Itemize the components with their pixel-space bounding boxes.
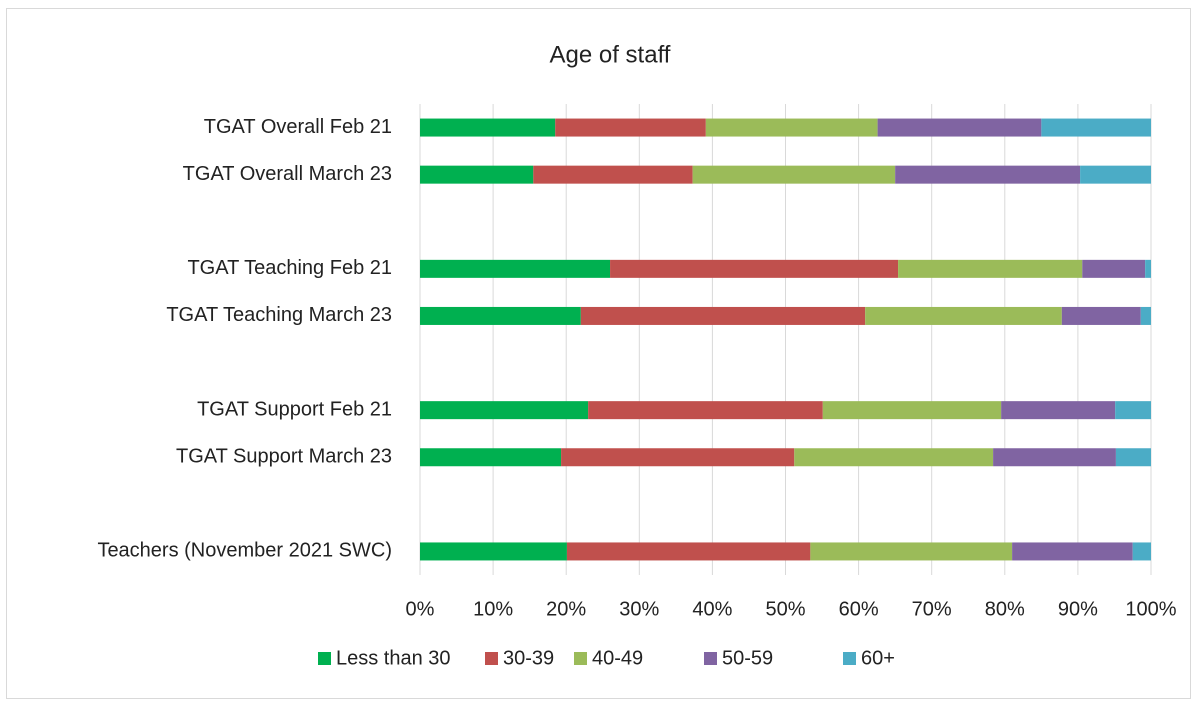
- bar-segment: [420, 401, 589, 420]
- bar-segment: [1115, 401, 1151, 420]
- y-tick-label: TGAT Overall March 23: [183, 163, 392, 185]
- chart-title: Age of staff: [550, 41, 671, 68]
- legend-label: 30-39: [503, 647, 554, 669]
- bar-segment: [561, 448, 795, 467]
- bar-segment: [1041, 118, 1151, 137]
- bar-segment: [895, 165, 1081, 184]
- bar-segment: [1145, 259, 1151, 278]
- x-tick-label: 10%: [473, 598, 513, 620]
- x-tick-label: 50%: [765, 598, 805, 620]
- legend-swatch: [318, 652, 331, 665]
- legend-label: 40-49: [592, 647, 643, 669]
- bar-segment: [420, 542, 567, 561]
- legend-label: Less than 30: [336, 647, 451, 669]
- x-tick-label: 100%: [1125, 598, 1176, 620]
- y-tick-label: TGAT Teaching March 23: [166, 304, 392, 326]
- x-tick-label: 80%: [985, 598, 1025, 620]
- bar-segment: [420, 118, 556, 137]
- x-tick-label: 70%: [912, 598, 952, 620]
- bar-segment: [865, 306, 1062, 325]
- bar-segment: [610, 259, 899, 278]
- chart-border: [6, 8, 1191, 699]
- bar-segment: [1012, 542, 1133, 561]
- bar-segment: [1140, 306, 1151, 325]
- bar-segment: [420, 448, 562, 467]
- bar-segment: [822, 401, 1002, 420]
- legend-swatch: [704, 652, 717, 665]
- legend-swatch: [574, 652, 587, 665]
- bar-segment: [420, 306, 581, 325]
- legend-swatch: [843, 652, 856, 665]
- legend-label: 60+: [861, 647, 895, 669]
- x-tick-label: 30%: [619, 598, 659, 620]
- bar-segment: [580, 306, 866, 325]
- y-tick-label: TGAT Support Feb 21: [197, 398, 392, 420]
- bar-segment: [566, 542, 811, 561]
- bar-segment: [420, 165, 534, 184]
- bar-segment: [1080, 165, 1151, 184]
- bar-segment: [1115, 448, 1151, 467]
- x-tick-label: 60%: [839, 598, 879, 620]
- bar-segment: [810, 542, 1013, 561]
- bar-segment: [877, 118, 1042, 137]
- bar-segment: [533, 165, 693, 184]
- bar-segment: [993, 448, 1116, 467]
- x-tick-label: 40%: [692, 598, 732, 620]
- bar-segment: [794, 448, 994, 467]
- bar-segment: [705, 118, 878, 137]
- y-tick-label: TGAT Teaching Feb 21: [187, 257, 392, 279]
- x-tick-label: 20%: [546, 598, 586, 620]
- y-tick-label: Teachers (November 2021 SWC): [97, 540, 392, 562]
- bar-segment: [692, 165, 896, 184]
- legend-label: 50-59: [722, 647, 773, 669]
- y-tick-label: TGAT Support March 23: [176, 446, 392, 468]
- bar-segment: [1061, 306, 1141, 325]
- bar-segment: [555, 118, 706, 137]
- bar-segment: [420, 259, 611, 278]
- x-tick-label: 0%: [406, 598, 435, 620]
- bar-segment: [898, 259, 1083, 278]
- x-tick-label: 90%: [1058, 598, 1098, 620]
- y-tick-label: TGAT Overall Feb 21: [204, 116, 392, 138]
- legend-swatch: [485, 652, 498, 665]
- bar-segment: [1132, 542, 1151, 561]
- bar-segment: [1001, 401, 1116, 420]
- bar-segment: [588, 401, 823, 420]
- bar-segment: [1082, 259, 1146, 278]
